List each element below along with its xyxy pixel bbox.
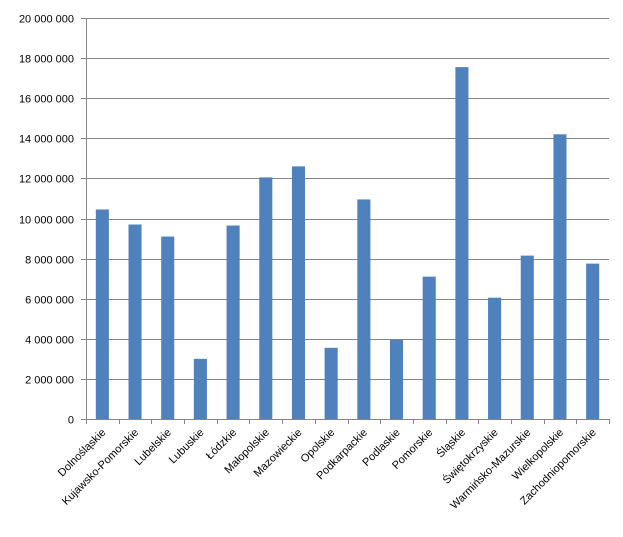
bar xyxy=(553,134,567,420)
y-tick-label: 6 000 000 xyxy=(25,295,74,307)
bar xyxy=(324,347,338,419)
bar xyxy=(389,339,404,419)
y-tick-label: 16 000 000 xyxy=(19,94,74,106)
bar xyxy=(357,199,371,419)
x-category-label: Świętokrzyskie xyxy=(440,426,501,487)
y-tick-label: 14 000 000 xyxy=(19,134,74,146)
y-tick-label: 10 000 000 xyxy=(19,215,74,227)
y-tick-label: 0 xyxy=(68,415,74,427)
y-axis-tick-labels: 0 2 000 000 4 000 000 6 000 000 8 000 000 10 … xyxy=(19,14,86,427)
bar xyxy=(259,177,273,419)
bar xyxy=(95,209,109,419)
x-category-label: Lubuskie xyxy=(167,427,207,467)
y-tick-label: 8 000 000 xyxy=(25,255,74,267)
bar xyxy=(291,166,306,419)
bar xyxy=(422,276,436,419)
y-tick-label: 4 000 000 xyxy=(25,335,74,347)
bars xyxy=(95,67,600,420)
bar xyxy=(226,225,240,419)
x-axis-category-labels: DolnośląskieKujawsko-PomorskieLubelskieL… xyxy=(56,426,599,512)
bar xyxy=(586,263,600,419)
y-tick-label: 12 000 000 xyxy=(19,174,74,186)
bar xyxy=(520,255,534,419)
bar xyxy=(455,67,469,419)
bar xyxy=(193,358,207,419)
y-tick-label: 18 000 000 xyxy=(19,54,74,66)
bar xyxy=(488,297,502,419)
x-axis-tick-marks xyxy=(86,419,610,424)
y-tick-label: 20 000 000 xyxy=(19,14,74,26)
bar xyxy=(161,236,175,419)
y-tick-label: 2 000 000 xyxy=(25,375,74,387)
bar xyxy=(128,224,142,419)
